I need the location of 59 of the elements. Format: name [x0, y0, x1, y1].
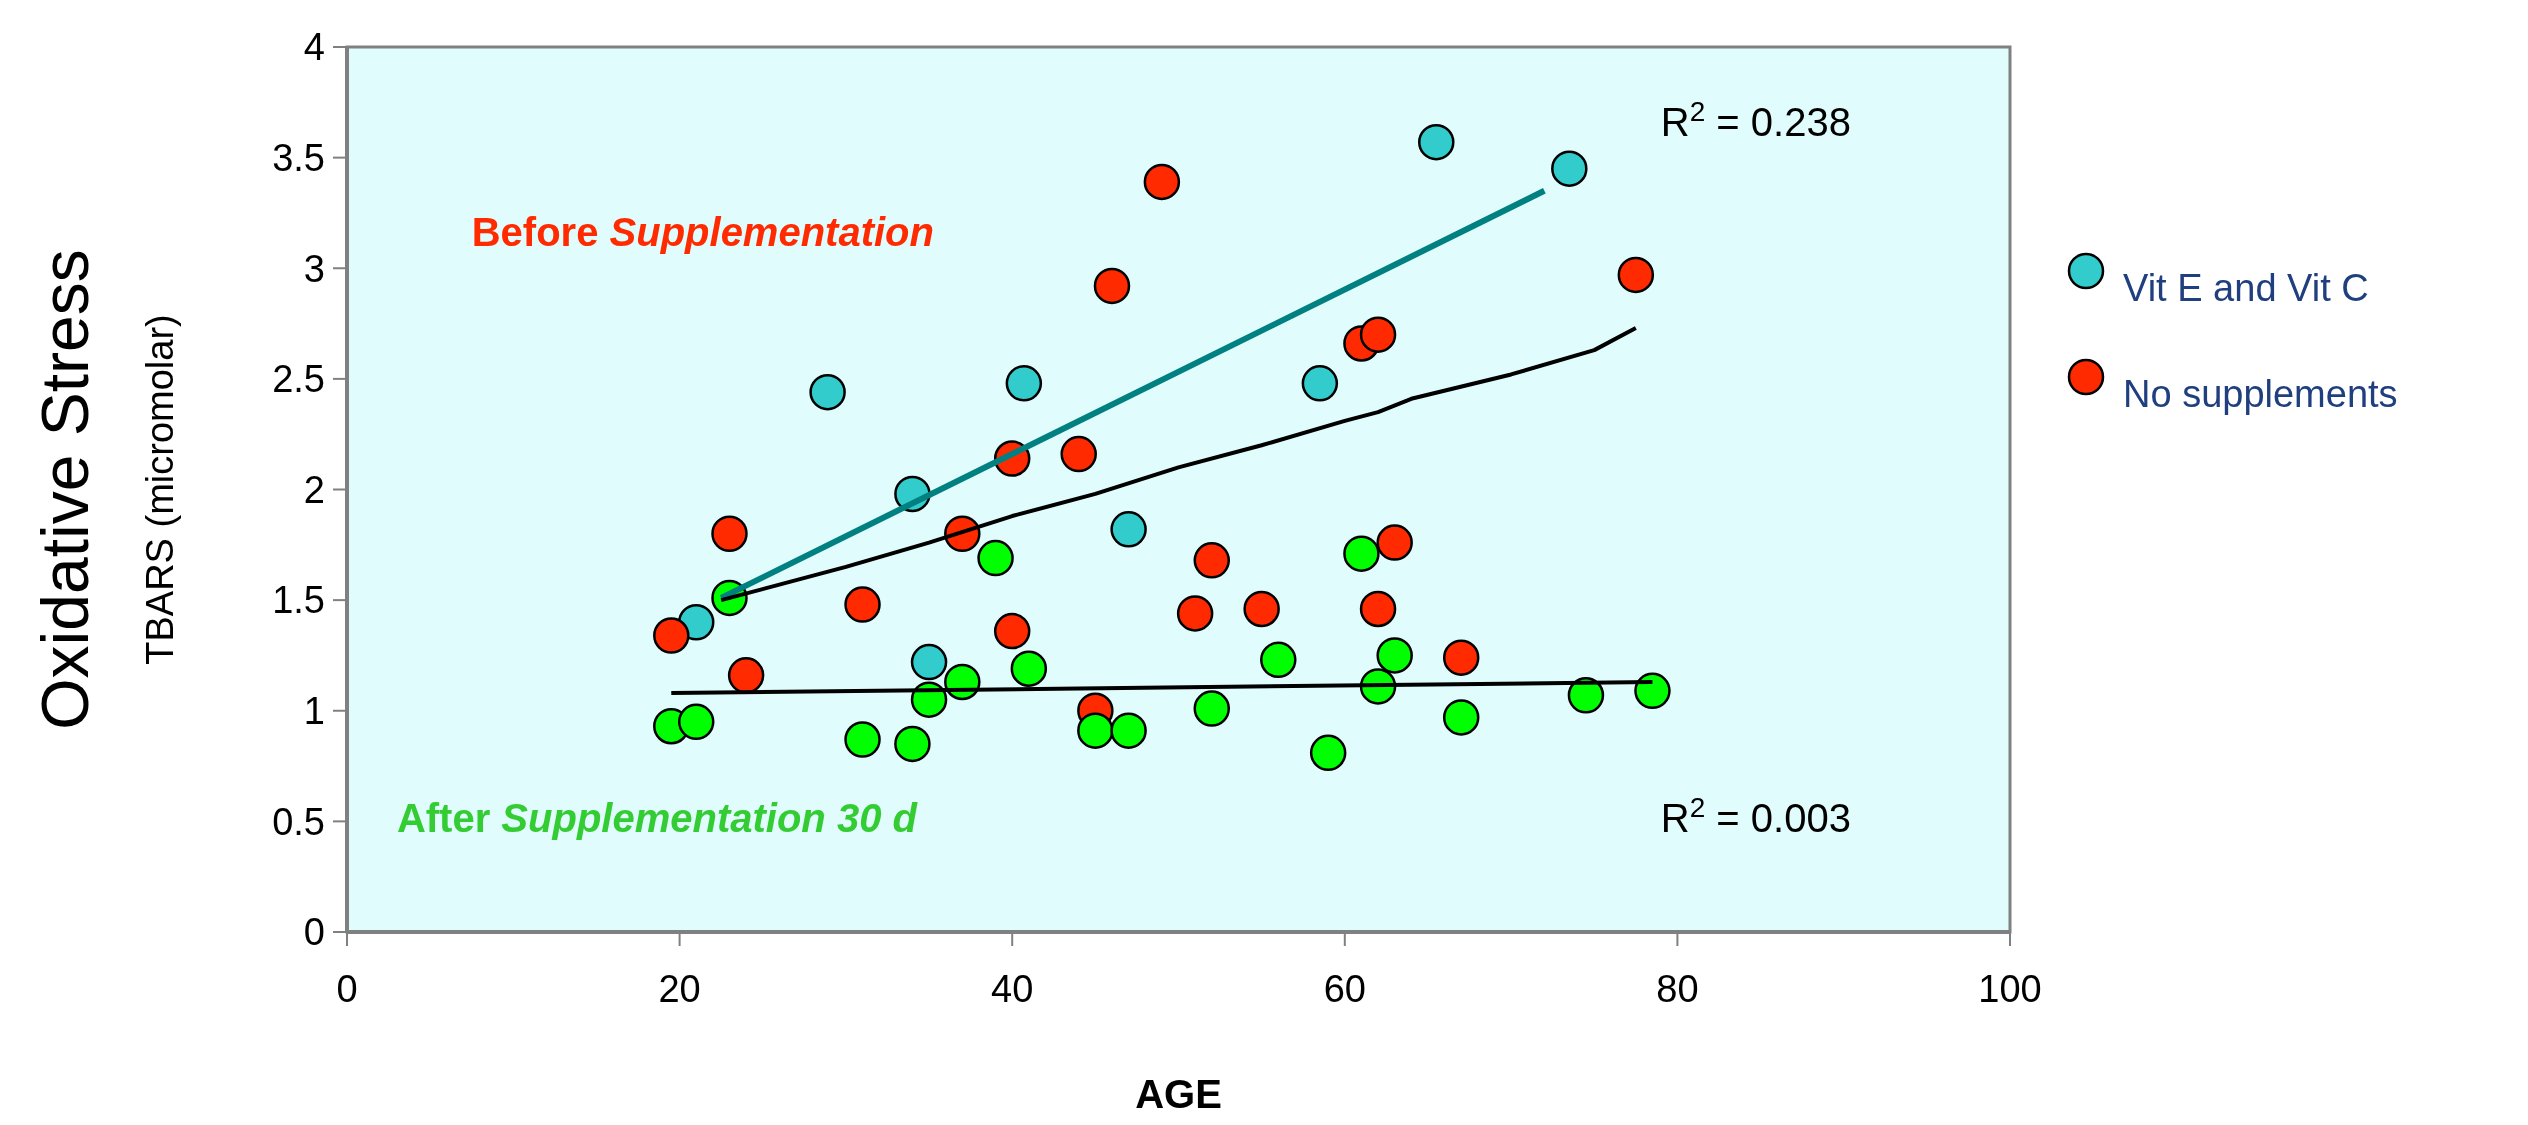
- point: [1010, 650, 1048, 687]
- point: [894, 725, 931, 763]
- point: [1110, 511, 1147, 548]
- point: [1309, 734, 1347, 772]
- point: [1442, 699, 1480, 736]
- point: [1343, 535, 1380, 572]
- point: [1359, 590, 1397, 628]
- point: [1077, 712, 1114, 749]
- x-tick-label: 60: [1323, 968, 1366, 1010]
- point: [653, 617, 690, 654]
- point: [1418, 123, 1455, 161]
- point: [1093, 267, 1131, 305]
- x-tick-label: 80: [1656, 968, 1699, 1010]
- point: [711, 515, 748, 552]
- y-tick-label: 1.5: [272, 579, 325, 622]
- y-tick-label: 2: [303, 468, 325, 511]
- point: [1176, 595, 1214, 632]
- x-axis-title: AGE: [1135, 1072, 1222, 1116]
- point: [809, 373, 846, 411]
- annotation: After Supplementation 30 d: [396, 796, 919, 841]
- y-tick-label: 0.5: [272, 800, 325, 843]
- x-tick-label: 40: [991, 968, 1034, 1010]
- point: [1359, 316, 1397, 353]
- y-axis-title: Oxidative Stress TBARS (micromolar): [28, 249, 181, 730]
- point: [1060, 435, 1097, 473]
- point: [1193, 690, 1231, 727]
- point: [910, 643, 948, 681]
- point: [1376, 637, 1413, 674]
- x-tick-label: 20: [658, 968, 701, 1010]
- point: [1634, 672, 1671, 710]
- point: [1193, 542, 1231, 579]
- point: [1243, 590, 1280, 628]
- point: [1376, 524, 1413, 561]
- point: [844, 586, 881, 623]
- point: [844, 721, 881, 758]
- y-tick-label: 4: [303, 26, 325, 69]
- annotation: Before Supplementation: [471, 210, 934, 255]
- point: [1551, 150, 1588, 187]
- legend-label: Vit E and Vit C: [2123, 267, 2369, 309]
- x-tick-label: 100: [1978, 968, 2042, 1010]
- y-tick-label: 2.5: [272, 358, 325, 401]
- point: [1260, 641, 1297, 679]
- point: [677, 703, 715, 741]
- point: [977, 539, 1014, 577]
- legend-label: No supplements: [2123, 373, 2398, 415]
- y-tick-label: 3: [303, 247, 325, 290]
- y-tick-label: 3.5: [272, 136, 325, 179]
- point: [1617, 256, 1655, 294]
- point: [1301, 365, 1339, 402]
- point: [1442, 639, 1480, 676]
- point: [993, 612, 1031, 650]
- y-tick-label: 1: [303, 690, 325, 733]
- x-tick-label: 0: [336, 968, 358, 1010]
- point: [1005, 365, 1043, 402]
- point: [1110, 712, 1147, 749]
- y-tick-label: 0: [303, 911, 325, 954]
- annotation: R$^{2}$ = 0.003: [1660, 791, 1851, 841]
- point: [1143, 163, 1181, 201]
- annotation: R$^{2}$ = 0.238: [1660, 95, 1851, 144]
